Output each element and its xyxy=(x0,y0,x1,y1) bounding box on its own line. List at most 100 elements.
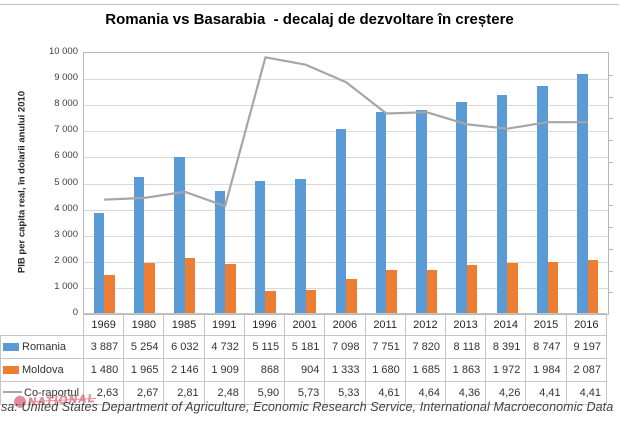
value-cell-co-raportul: 5,73 xyxy=(284,381,326,405)
value-cell-moldova: 1 333 xyxy=(324,358,366,382)
bar-romania xyxy=(375,111,387,314)
co-raportul-line xyxy=(104,56,588,208)
secondary-axis-tick xyxy=(608,227,613,228)
legend-swatch-moldova xyxy=(3,366,19,374)
source-text: sa: United States Department of Agricult… xyxy=(1,400,614,414)
year-header-cell: 2011 xyxy=(364,313,406,336)
gridline xyxy=(84,261,608,263)
value-cell-romania: 8 391 xyxy=(485,335,527,359)
value-cell-co-raportul: 2,67 xyxy=(123,381,165,405)
value-cell-romania: 8 118 xyxy=(444,335,487,359)
bar-moldova xyxy=(547,262,559,314)
bar-romania xyxy=(456,102,467,314)
bar-moldova xyxy=(587,259,599,314)
legend-key-moldova: Moldova xyxy=(0,358,84,382)
secondary-axis-tick xyxy=(608,161,613,163)
bar-moldova xyxy=(507,262,518,314)
bar-moldova xyxy=(346,279,357,314)
gridline xyxy=(84,183,608,185)
gridline xyxy=(84,235,608,237)
y-axis-tick-label: 3 000 xyxy=(54,228,78,240)
year-header-cell: 1980 xyxy=(123,313,165,336)
year-header-cell: 1991 xyxy=(203,313,245,336)
year-header-cell: 1969 xyxy=(82,313,125,336)
bar-romania xyxy=(214,190,226,314)
year-header-cell: 2006 xyxy=(324,313,366,336)
bar-moldova xyxy=(305,290,317,314)
value-cell-co-raportul: 4,26 xyxy=(485,381,527,405)
bar-moldova xyxy=(225,264,236,314)
bar-romania xyxy=(254,180,266,314)
chart-title: Romania vs Basarabia - decalaj de dezvol… xyxy=(105,11,514,28)
value-cell-co-raportul: 4,41 xyxy=(525,381,567,405)
top-border-rule xyxy=(0,4,619,5)
y-axis-tick-label: 5 000 xyxy=(54,176,78,188)
year-header-cell: 2014 xyxy=(485,313,527,336)
secondary-axis-tick xyxy=(608,96,613,98)
secondary-axis-tick xyxy=(608,248,613,250)
year-header-cell: 1996 xyxy=(243,313,286,336)
line-series-layer xyxy=(104,56,588,208)
year-header-cell: 2016 xyxy=(565,313,608,336)
bar-romania xyxy=(496,95,508,314)
secondary-axis-tick xyxy=(608,205,613,207)
value-cell-moldova: 2 146 xyxy=(163,358,205,382)
bar-romania xyxy=(335,128,346,314)
value-cell-co-raportul: 2,81 xyxy=(163,381,205,405)
gridline xyxy=(84,157,608,159)
value-cell-co-raportul: 5,33 xyxy=(324,381,366,405)
gridline xyxy=(84,79,608,81)
value-cell-co-raportul: 2,63 xyxy=(82,381,125,405)
legend-swatch-co-raportul xyxy=(3,391,22,393)
value-cell-co-raportul: 4,36 xyxy=(444,381,487,405)
legend-swatch-romania xyxy=(3,343,19,351)
bar-romania xyxy=(577,73,588,314)
value-cell-co-raportul: 4,41 xyxy=(565,381,608,405)
y-axis-tick-label: 8 000 xyxy=(54,98,78,110)
value-cell-romania: 7 098 xyxy=(324,335,366,359)
bar-romania xyxy=(295,178,306,314)
value-cell-romania: 8 747 xyxy=(525,335,567,359)
y-axis-tick-label: 10 000 xyxy=(48,46,78,57)
table-header-row: 1969 1980 1985 1991 1996 2001 2006 2011 2012 2013… xyxy=(1,313,608,336)
table-row-romania: Romania 3 887 5 254 6 032 4 732 5 115 5 181 7 0… xyxy=(0,335,608,359)
value-cell-moldova: 1 685 xyxy=(404,358,446,382)
bar-moldova xyxy=(386,270,397,314)
legend-label-moldova: Moldova xyxy=(22,364,64,376)
value-cell-romania: 7 751 xyxy=(364,335,406,359)
bar-moldova xyxy=(104,275,115,314)
y-axis-tick-label: 9 000 xyxy=(54,72,78,84)
value-cell-moldova: 1 965 xyxy=(123,358,165,382)
secondary-axis-tick xyxy=(608,118,613,120)
plot-area xyxy=(83,52,613,315)
bar-moldova xyxy=(184,258,196,314)
value-cell-romania: 5 254 xyxy=(123,335,165,359)
table-row-moldova: Moldova 1 480 1 965 2 146 1 909 868 904 1 333 1 … xyxy=(0,358,608,382)
bar-romania xyxy=(133,176,145,314)
y-axis-tick-label: 6 000 xyxy=(54,150,78,162)
secondary-axis-tick xyxy=(608,292,613,294)
y-axis-tick-label: 7 000 xyxy=(54,124,78,136)
bar-romania xyxy=(93,212,105,314)
bar-moldova xyxy=(265,291,276,314)
year-header-cell: 2001 xyxy=(284,313,326,336)
year-header-cell: 1985 xyxy=(163,313,205,336)
secondary-axis-tick xyxy=(608,140,613,141)
value-cell-co-raportul: 5,90 xyxy=(243,381,286,405)
year-header-cell: 2013 xyxy=(444,313,487,336)
gridline xyxy=(84,131,608,133)
legend-key-romania: Romania xyxy=(0,335,84,359)
data-table: 1969 1980 1985 1991 1996 2001 2006 2011 2012 2013… xyxy=(0,313,608,405)
secondary-axis-tick xyxy=(608,74,613,76)
gridline xyxy=(84,105,608,107)
bar-moldova xyxy=(144,262,155,314)
value-cell-romania: 6 032 xyxy=(163,335,205,359)
value-cell-romania: 7 820 xyxy=(404,335,446,359)
value-cell-romania: 5 181 xyxy=(284,335,326,359)
value-cell-moldova: 2 087 xyxy=(565,358,608,382)
bar-moldova xyxy=(466,265,478,314)
value-cell-moldova: 904 xyxy=(284,358,326,382)
table-corner-blank xyxy=(1,314,84,336)
value-cell-moldova: 1 972 xyxy=(485,358,527,382)
